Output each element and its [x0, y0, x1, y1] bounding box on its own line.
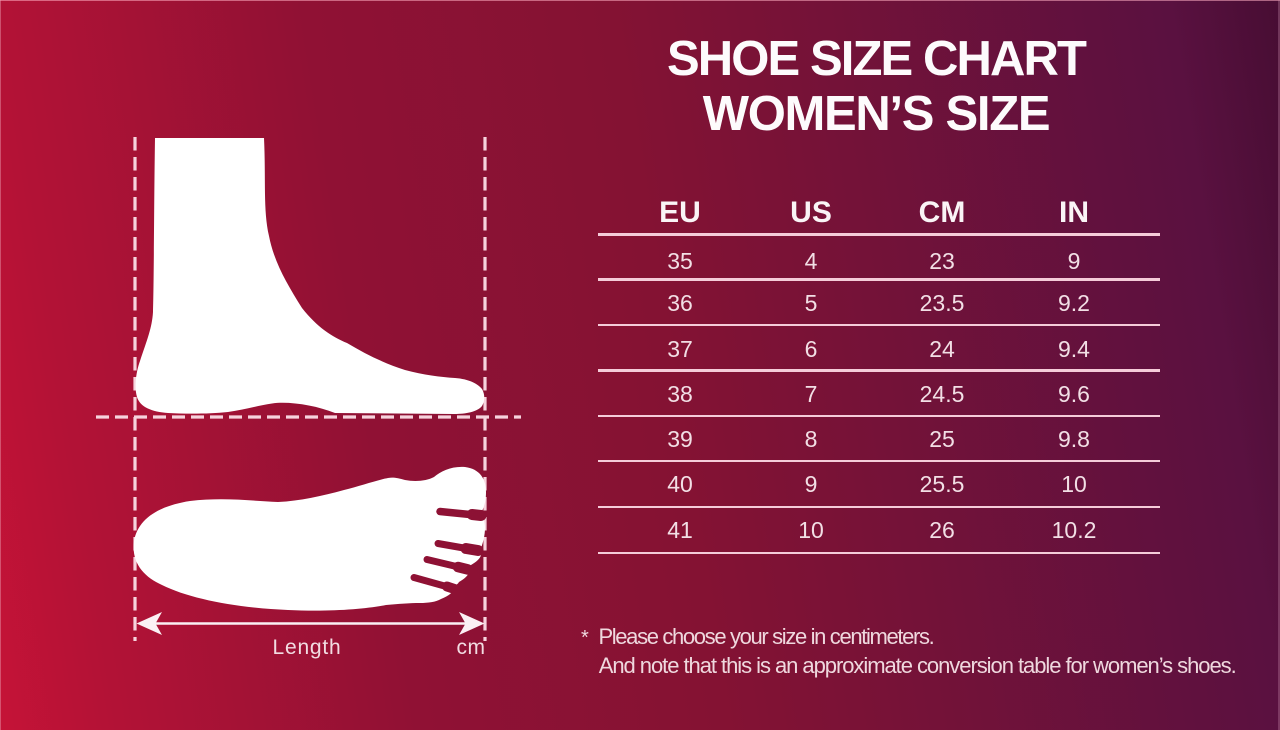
svg-text:Length: Length [272, 636, 341, 659]
svg-text:cm: cm [457, 636, 486, 659]
